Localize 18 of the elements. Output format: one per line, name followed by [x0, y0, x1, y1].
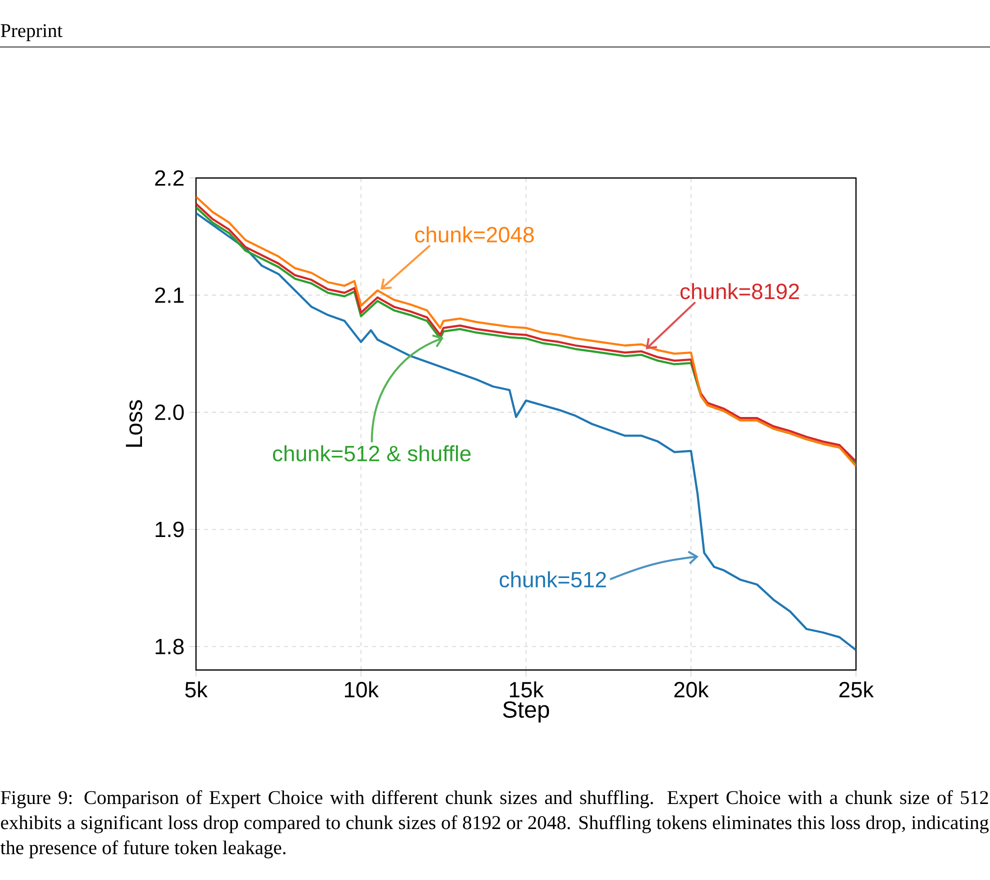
annotation: chunk=2048 — [415, 226, 534, 243]
x-tick-label: 20k — [674, 681, 709, 698]
y-tick-label: 2.1 — [155, 287, 184, 303]
y-tick-label: 2.0 — [155, 404, 184, 420]
annotation: chunk=512 & shuffle — [272, 445, 471, 462]
annotation: chunk=8192 — [680, 283, 799, 300]
x-axis-title: Step — [503, 701, 550, 722]
caption: Figure 9: Comparison of Expert Choice with different chunk sizes and shuffling. Expert Choice with a chunk size of 512 exhibits a significant loss drop compared to chunk sizes of 8192 or 2048. Shuffling tokens eliminates this loss drop, indicating the presence of future token leakage. — [0, 790, 989, 858]
annotation: chunk=512 — [500, 571, 606, 588]
x-tick-label: 25k — [839, 681, 874, 698]
y-axis-title: Loss — [126, 400, 142, 447]
x-tick-label: 15k — [510, 681, 544, 698]
y-tick-label: 2.2 — [155, 170, 184, 186]
x-tick-label: 10k — [344, 681, 379, 698]
text: Preprint — [0, 24, 62, 42]
x-tick-label: 5k — [185, 681, 208, 698]
y-tick-label: 1.9 — [156, 522, 184, 538]
y-tick-label: 1.8 — [156, 638, 184, 654]
